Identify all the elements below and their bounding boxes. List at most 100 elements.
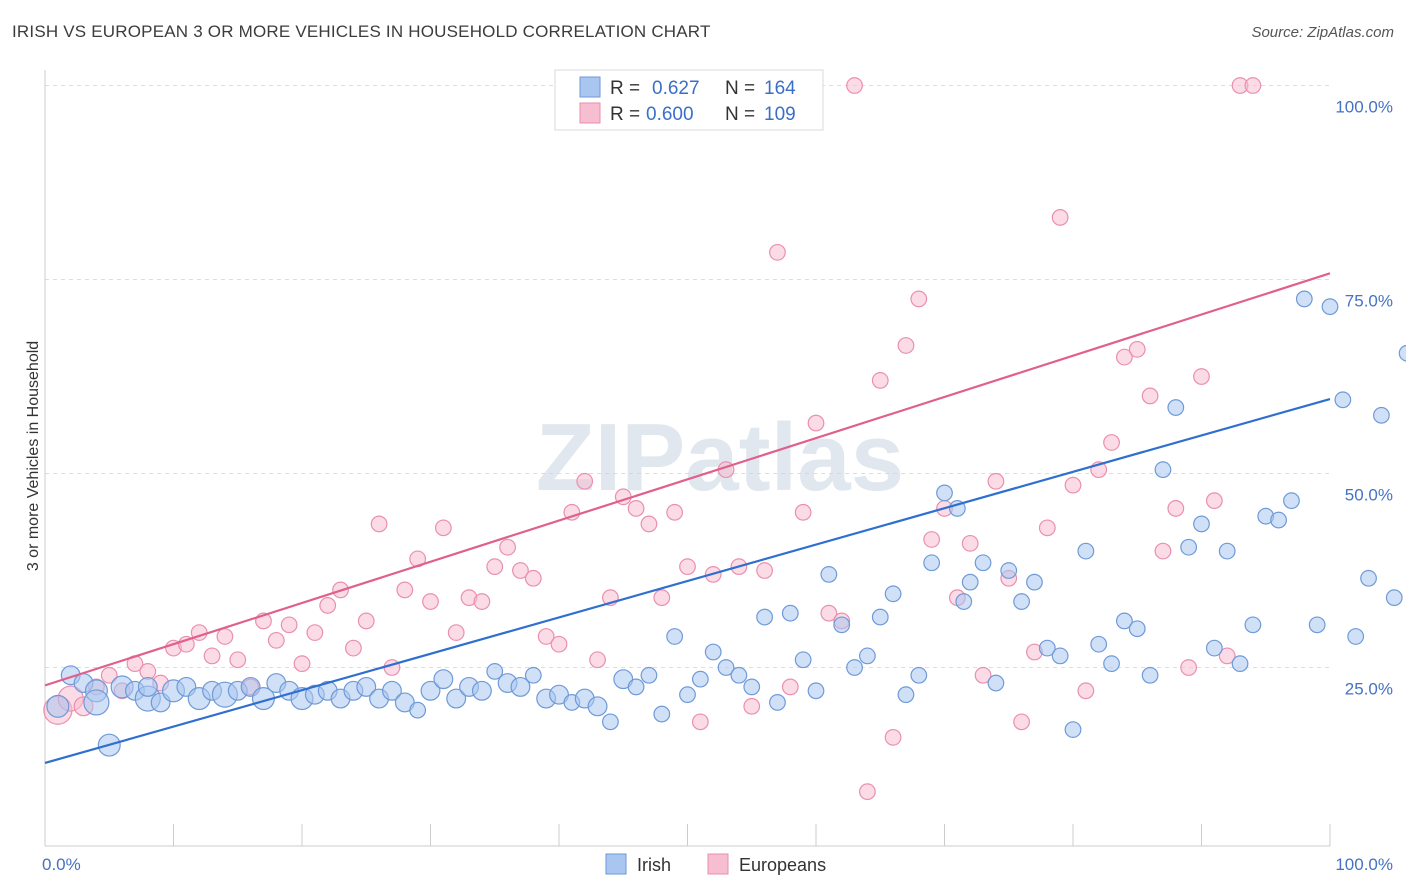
europeans-point-63 bbox=[859, 783, 876, 801]
irish-point-30 bbox=[409, 701, 427, 719]
irish-point-94 bbox=[1218, 542, 1236, 560]
irish-point-73 bbox=[955, 593, 973, 610]
irish-point-86 bbox=[1115, 612, 1133, 630]
europeans-point-77 bbox=[1038, 519, 1056, 537]
europeans-point-86 bbox=[1154, 542, 1172, 560]
europeans-point-46 bbox=[640, 515, 658, 533]
legend-r-label-europeans: R = bbox=[610, 104, 640, 125]
irish-point-101 bbox=[1308, 616, 1326, 634]
irish-point-87 bbox=[1128, 620, 1146, 638]
europeans-point-41 bbox=[576, 472, 594, 490]
irish-point-95 bbox=[1231, 655, 1249, 673]
irish-point-4 bbox=[83, 689, 110, 716]
chart-title: IRISH VS EUROPEAN 3 OR MORE VEHICLES IN … bbox=[12, 22, 711, 41]
irish-point-93 bbox=[1205, 639, 1223, 657]
irish-point-79 bbox=[1026, 573, 1043, 591]
irish-point-55 bbox=[730, 666, 748, 684]
irish-point-82 bbox=[1064, 721, 1082, 738]
irish-point-32 bbox=[433, 669, 454, 690]
europeans-point-79 bbox=[1064, 476, 1082, 494]
bottom-legend-irish: Irish bbox=[637, 855, 671, 875]
legend-n-value-europeans: 109 bbox=[764, 104, 796, 125]
europeans-point-31 bbox=[447, 624, 465, 641]
y-tick-label-50: 50.0% bbox=[1345, 486, 1393, 505]
europeans-point-17 bbox=[267, 631, 285, 649]
irish-series bbox=[46, 290, 1406, 757]
europeans-point-65 bbox=[884, 728, 902, 746]
europeans-point-48 bbox=[666, 503, 684, 521]
irish-point-47 bbox=[627, 678, 645, 696]
irish-point-78 bbox=[1013, 593, 1030, 610]
europeans-point-56 bbox=[769, 243, 786, 261]
irish-point-67 bbox=[884, 585, 902, 603]
irish-point-0 bbox=[46, 694, 70, 718]
irish-point-59 bbox=[781, 604, 799, 622]
x-tick-label-end: 100.0% bbox=[1335, 855, 1393, 874]
europeans-point-33 bbox=[473, 593, 491, 610]
europeans-point-87 bbox=[1167, 500, 1185, 517]
trend-lines bbox=[44, 272, 1331, 765]
europeans-point-58 bbox=[794, 503, 812, 521]
europeans-point-25 bbox=[370, 515, 388, 533]
europeans-point-93 bbox=[1244, 77, 1262, 94]
irish-point-106 bbox=[1372, 406, 1390, 424]
irish-point-49 bbox=[653, 705, 671, 723]
europeans-point-37 bbox=[524, 569, 542, 587]
europeans-point-83 bbox=[1115, 348, 1133, 366]
irish-point-105 bbox=[1360, 569, 1377, 587]
irish-point-107 bbox=[1385, 589, 1403, 607]
irish-point-28 bbox=[381, 680, 402, 701]
irish-point-76 bbox=[987, 674, 1005, 692]
europeans-point-84 bbox=[1128, 340, 1146, 358]
europeans-point-60 bbox=[820, 604, 838, 622]
irish-point-85 bbox=[1103, 655, 1120, 673]
europeans-point-47 bbox=[653, 589, 671, 607]
irish-point-74 bbox=[961, 573, 979, 591]
irish-point-81 bbox=[1051, 647, 1069, 665]
irish-point-35 bbox=[471, 680, 492, 701]
europeans-series bbox=[43, 77, 1262, 801]
europeans-point-88 bbox=[1180, 659, 1198, 676]
bottom-legend-swatch-irish bbox=[605, 853, 627, 875]
irish-point-29 bbox=[394, 692, 415, 713]
irish-point-108 bbox=[1398, 344, 1406, 362]
irish-point-84 bbox=[1090, 635, 1108, 653]
europeans-point-45 bbox=[627, 500, 645, 517]
irish-point-100 bbox=[1295, 290, 1313, 308]
bottom-legend-europeans: Europeans bbox=[739, 855, 826, 875]
irish-point-102 bbox=[1321, 298, 1339, 316]
legend-n-label-europeans: N = bbox=[725, 104, 755, 125]
europeans-point-80 bbox=[1077, 682, 1095, 700]
irish-point-50 bbox=[666, 628, 684, 645]
irish-point-33 bbox=[446, 688, 467, 709]
irish-point-89 bbox=[1154, 461, 1172, 479]
europeans-point-66 bbox=[897, 337, 915, 354]
irish-point-80 bbox=[1038, 639, 1056, 657]
europeans-trend-line bbox=[44, 272, 1331, 687]
europeans-point-14 bbox=[229, 651, 247, 669]
irish-point-57 bbox=[756, 608, 773, 626]
europeans-point-29 bbox=[422, 593, 439, 610]
irish-point-31 bbox=[420, 680, 441, 701]
irish-point-41 bbox=[549, 684, 569, 705]
irish-point-88 bbox=[1141, 666, 1159, 684]
irish-point-61 bbox=[807, 682, 825, 700]
europeans-point-30 bbox=[434, 519, 452, 537]
irish-point-92 bbox=[1193, 515, 1210, 533]
irish-point-68 bbox=[897, 686, 915, 704]
x-tick-label-start: 0.0% bbox=[42, 855, 81, 874]
europeans-point-78 bbox=[1051, 209, 1069, 226]
europeans-point-12 bbox=[203, 647, 221, 665]
europeans-point-71 bbox=[961, 534, 979, 552]
europeans-point-85 bbox=[1141, 387, 1159, 405]
watermark: ZIPatlas bbox=[536, 404, 904, 511]
irish-point-53 bbox=[704, 643, 722, 661]
irish-point-51 bbox=[679, 686, 696, 704]
europeans-point-59 bbox=[807, 414, 825, 432]
bottom-legend-swatch-europeans bbox=[707, 853, 729, 875]
y-tick-label-75: 75.0% bbox=[1345, 292, 1393, 311]
irish-point-83 bbox=[1077, 542, 1095, 560]
y-tick-label-100: 100.0% bbox=[1335, 98, 1393, 117]
irish-point-44 bbox=[587, 696, 608, 717]
